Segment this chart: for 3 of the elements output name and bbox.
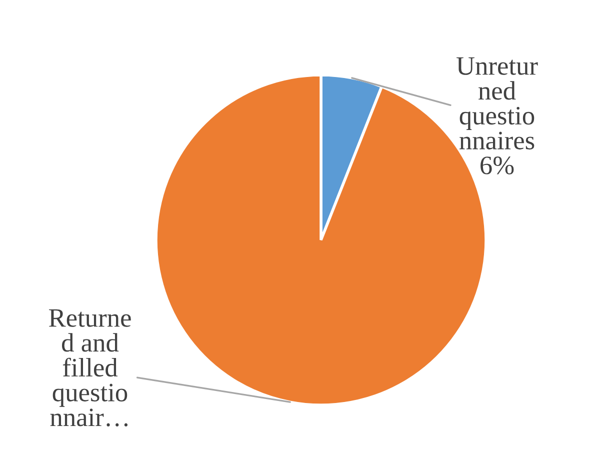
- slice-label: Returne d and filled questio nnair…: [48, 309, 131, 426]
- slice-label: Unretur ned questio nnaires: [456, 57, 538, 150]
- data-label: 6%: [480, 156, 514, 174]
